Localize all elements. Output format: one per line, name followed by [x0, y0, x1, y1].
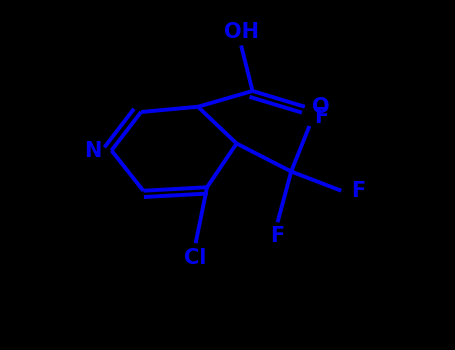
Text: N: N — [85, 140, 102, 161]
Text: F: F — [270, 225, 285, 246]
Text: OH: OH — [224, 21, 258, 42]
Text: F: F — [313, 107, 328, 127]
Text: Cl: Cl — [184, 248, 207, 268]
Text: F: F — [351, 181, 366, 201]
Text: O: O — [312, 97, 329, 117]
